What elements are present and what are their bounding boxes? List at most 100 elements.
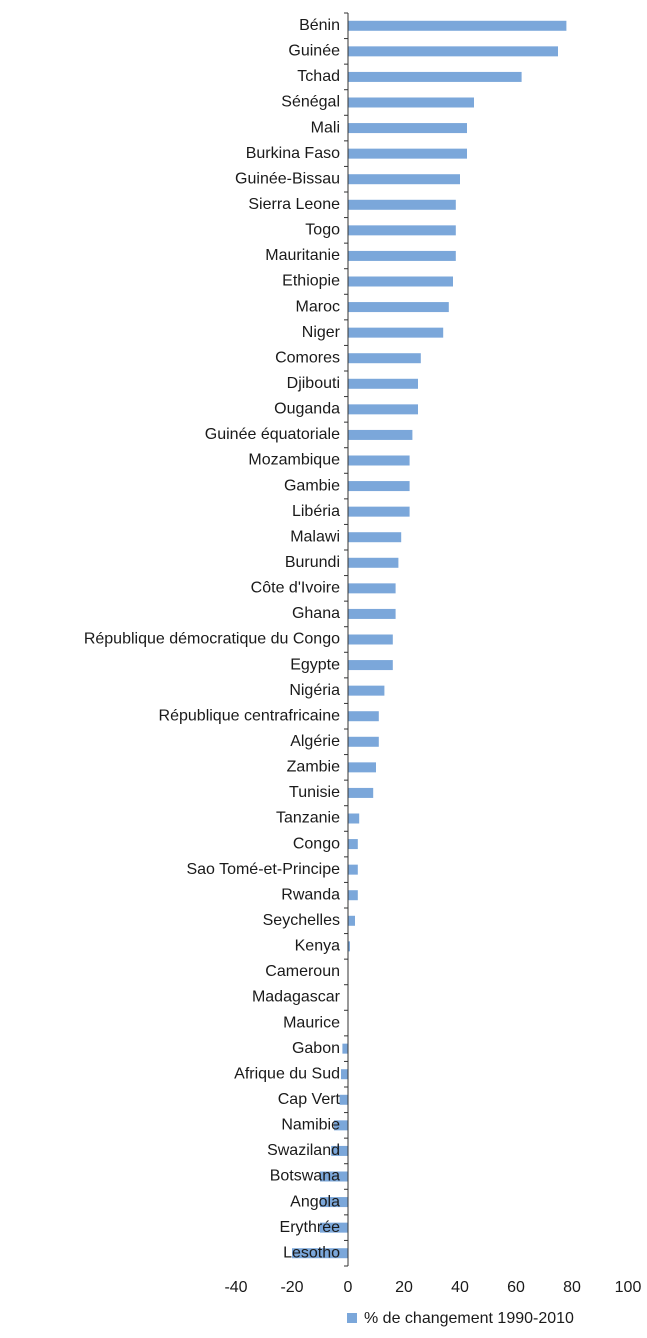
y-tick-label: Guinée (288, 43, 340, 60)
bar (348, 583, 396, 594)
y-tick-label: Burkina Faso (246, 145, 340, 162)
y-tick-label: Cap Vert (278, 1091, 341, 1108)
y-tick-label: République centrafricaine (159, 707, 341, 724)
y-tick-label: Ouganda (274, 401, 340, 418)
y-tick-label: République démocratique du Congo (84, 631, 340, 648)
x-tick-label: 60 (507, 1279, 525, 1296)
bar (348, 404, 418, 415)
bar (348, 174, 460, 185)
y-tick-label: Kenya (295, 938, 340, 955)
y-tick-label: Guinée-Bissau (235, 170, 340, 187)
x-tick-label: 100 (615, 1279, 642, 1296)
bar (331, 1145, 348, 1156)
bar (348, 736, 379, 747)
x-tick-label: 20 (395, 1279, 413, 1296)
y-tick-label: Bénin (299, 17, 340, 34)
bar (348, 429, 413, 440)
y-tick-label: Mauritanie (265, 247, 340, 264)
legend-swatch (347, 1313, 357, 1323)
x-tick-label: 0 (344, 1279, 353, 1296)
x-tick-label: 80 (563, 1279, 581, 1296)
y-tick-label: Sao Tomé-et-Principe (186, 861, 340, 878)
bar (348, 327, 444, 338)
bar (348, 199, 456, 210)
bar (348, 660, 393, 671)
y-tick-label: Erythrée (280, 1219, 341, 1236)
bar (348, 378, 418, 389)
bar (348, 455, 410, 466)
bar (348, 353, 421, 364)
x-tick-label: -40 (224, 1279, 247, 1296)
bar (348, 941, 350, 952)
y-tick-label: Gambie (284, 477, 340, 494)
y-tick-label: Congo (293, 835, 340, 852)
y-tick-label: Cameroun (265, 963, 340, 980)
y-tick-label: Côte d'Ivoire (251, 580, 340, 597)
y-tick-label: Niger (302, 324, 341, 341)
x-tick-label: -20 (280, 1279, 303, 1296)
bar (348, 685, 385, 696)
bar (348, 97, 474, 108)
bar (348, 532, 402, 543)
bar (348, 71, 522, 82)
bar (348, 123, 467, 134)
bar (348, 148, 467, 159)
bar (320, 1197, 348, 1208)
y-tick-label: Djibouti (287, 375, 340, 392)
bar (348, 302, 449, 313)
bar (292, 1248, 348, 1259)
bar (348, 250, 456, 261)
bar (348, 890, 358, 901)
bar (341, 1069, 348, 1080)
y-tick-label: Botswana (270, 1168, 340, 1185)
y-tick-label: Guinée équatoriale (205, 426, 340, 443)
bar (348, 634, 393, 645)
y-tick-label: Algérie (290, 733, 340, 750)
y-tick-label: Sénégal (281, 94, 340, 111)
bar (339, 1094, 348, 1105)
bar (348, 276, 453, 287)
y-tick-label: Comores (275, 349, 340, 366)
y-tick-label: Ghana (292, 605, 340, 622)
y-tick-label: Nigéria (289, 682, 340, 699)
y-tick-label: Togo (305, 222, 340, 239)
bar (348, 864, 358, 875)
y-tick-label: Mozambique (248, 452, 340, 469)
y-tick-label: Angola (290, 1193, 340, 1210)
y-tick-label: Maroc (296, 298, 340, 315)
bar (348, 711, 379, 722)
y-tick-label: Afrique du Sud (234, 1065, 340, 1082)
bar (348, 225, 456, 236)
bar (348, 762, 376, 773)
bar (320, 1222, 348, 1233)
y-tick-label: Burundi (285, 554, 340, 571)
y-tick-label: Ethiopie (282, 273, 340, 290)
bar (348, 813, 360, 824)
y-tick-label: Maurice (283, 1014, 340, 1031)
y-tick-label: Mali (311, 119, 340, 136)
bar (348, 20, 567, 31)
x-tick-label: 40 (451, 1279, 469, 1296)
bar (334, 1120, 348, 1131)
bar (348, 787, 374, 798)
y-tick-label: Rwanda (281, 886, 340, 903)
y-tick-label: Sierra Leone (248, 196, 340, 213)
y-tick-label: Tchad (297, 68, 340, 85)
y-tick-label: Gabon (292, 1040, 340, 1057)
bar (348, 46, 558, 57)
bar (348, 608, 396, 619)
bar (348, 481, 410, 492)
y-tick-label: Lesotho (283, 1244, 340, 1261)
y-tick-label: Tunisie (289, 784, 340, 801)
bar (348, 915, 355, 926)
y-tick-label: Madagascar (252, 989, 341, 1006)
y-tick-label: Swaziland (267, 1142, 340, 1159)
y-tick-label: Namibie (281, 1117, 340, 1134)
y-tick-label: Egypte (290, 656, 340, 673)
y-tick-label: Zambie (287, 759, 340, 776)
y-tick-label: Libéria (292, 503, 340, 520)
y-tick-label: Tanzanie (276, 810, 340, 827)
bar (320, 1171, 348, 1182)
bar (348, 506, 410, 517)
